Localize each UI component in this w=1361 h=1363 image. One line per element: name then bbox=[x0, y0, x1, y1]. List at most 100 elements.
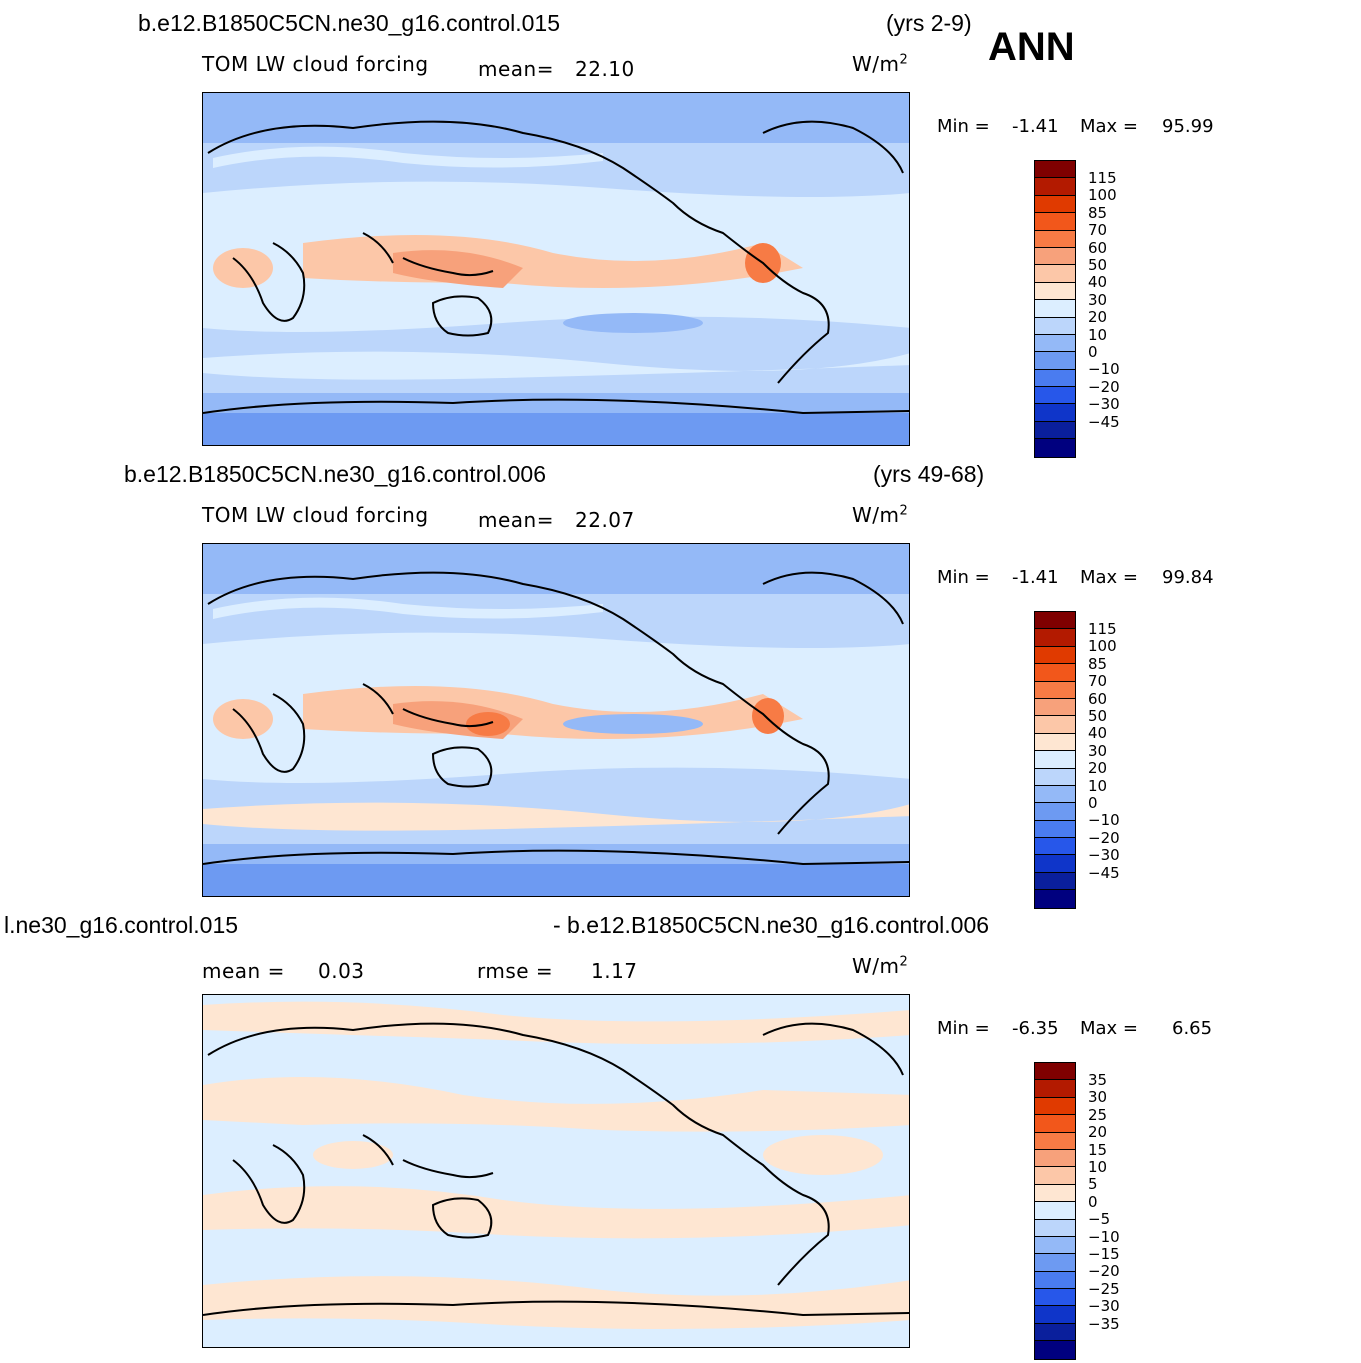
panel2-max-label: Max = bbox=[1080, 567, 1139, 588]
panel3-colorbar-swatch bbox=[1035, 1115, 1075, 1133]
panel3-colorbar-tick-label: −5 bbox=[1088, 1210, 1111, 1229]
panel3-colorbar-swatch bbox=[1035, 1097, 1075, 1116]
panel2-colorbar-tick-label: 50 bbox=[1088, 707, 1108, 726]
panel3-min-value: -6.35 bbox=[1012, 1018, 1059, 1039]
panel2-colorbar-swatch bbox=[1035, 664, 1075, 682]
panel1-colorbar-swatch bbox=[1035, 404, 1075, 422]
panel3-min-label: Min = bbox=[937, 1018, 990, 1039]
panel1-colorbar-swatch bbox=[1035, 195, 1075, 214]
panel2-colorbar-tick-label: 115 bbox=[1088, 620, 1117, 638]
panel1-colorbar-swatch bbox=[1035, 282, 1075, 301]
panel2-colorbar-tick-label: 85 bbox=[1088, 654, 1108, 673]
panel1-years: (yrs 2-9) bbox=[886, 10, 972, 36]
panel3-rmse-value: 1.17 bbox=[591, 959, 638, 983]
panel3-colorbar-swatch bbox=[1035, 1080, 1075, 1098]
panel1-colorbar-tick-label: −30 bbox=[1088, 395, 1120, 414]
panel2-mean-label: mean= bbox=[478, 508, 554, 532]
panel2-colorbar bbox=[1034, 611, 1076, 909]
panel2-min-value: -1.41 bbox=[1012, 567, 1059, 588]
panel2-colorbar-swatch bbox=[1035, 646, 1075, 665]
panel2-colorbar-tick-label: 20 bbox=[1088, 759, 1108, 778]
panel1-colorbar-tick-label: 100 bbox=[1088, 186, 1117, 205]
panel3-max-value: 6.65 bbox=[1172, 1018, 1213, 1039]
panel3-colorbar-tick-label: 10 bbox=[1088, 1158, 1108, 1177]
panel2-colorbar-swatch bbox=[1035, 768, 1075, 786]
panel2-colorbar-tick-label: −20 bbox=[1088, 828, 1120, 847]
panel1-colorbar-tick-label: 60 bbox=[1088, 238, 1108, 257]
panel2-colorbar-swatch bbox=[1035, 820, 1075, 839]
panel1-colorbar-swatch bbox=[1035, 352, 1075, 370]
season-label: ANN bbox=[988, 25, 1075, 69]
panel2-years: (yrs 49-68) bbox=[873, 461, 985, 487]
panel1-colorbar-tick-label: 30 bbox=[1088, 290, 1108, 309]
panel1-colorbar-swatch bbox=[1035, 213, 1075, 231]
panel3-colorbar-tick-label: 35 bbox=[1088, 1071, 1108, 1089]
panel2-colorbar-tick-label: 0 bbox=[1088, 794, 1098, 813]
panel3-colorbar-swatch bbox=[1035, 1149, 1075, 1168]
panel1-max-value: 95.99 bbox=[1162, 116, 1214, 137]
panel2-mean-value: 22.07 bbox=[575, 508, 635, 532]
panel3-colorbar-tick-label: 5 bbox=[1088, 1175, 1098, 1194]
panel3-colorbar-tick-label: 30 bbox=[1088, 1088, 1108, 1107]
panel3-colorbar-swatch bbox=[1035, 1219, 1075, 1237]
panel3-colorbar-swatch bbox=[1035, 1167, 1075, 1185]
panel3-colorbar-swatch bbox=[1035, 1306, 1075, 1324]
panel2-colorbar-tick-label: 100 bbox=[1088, 637, 1117, 656]
panel1-case-title: b.e12.B1850C5CN.ne30_g16.control.015 bbox=[138, 10, 560, 36]
panel1-mean-label: mean= bbox=[478, 57, 554, 81]
panel1-colorbar-tick-label: −45 bbox=[1088, 412, 1120, 431]
panel2-units: W/m2 bbox=[852, 503, 909, 527]
panel2-variable: TOM LW cloud forcing bbox=[202, 503, 429, 527]
panel1-colorbar-swatch bbox=[1035, 161, 1075, 179]
panel3-colorbar-tick-label: 20 bbox=[1088, 1123, 1108, 1142]
panel1-colorbar-tick-label: −10 bbox=[1088, 360, 1120, 379]
panel1-max-label: Max = bbox=[1080, 116, 1139, 137]
panel3-colorbar-tick-label: −15 bbox=[1088, 1245, 1120, 1264]
panel1-colorbar bbox=[1034, 160, 1076, 458]
panel1-colorbar-tick-label: 40 bbox=[1088, 273, 1108, 292]
panel2-colorbar-tick-label: 40 bbox=[1088, 724, 1108, 743]
panel2-colorbar-swatch bbox=[1035, 872, 1075, 891]
panel2-colorbar-swatch bbox=[1035, 803, 1075, 821]
panel2-colorbar-swatch bbox=[1035, 698, 1075, 717]
panel2-colorbar-swatch bbox=[1035, 716, 1075, 734]
panel2-colorbar-swatch bbox=[1035, 751, 1075, 769]
panel3-colorbar-swatch bbox=[1035, 1202, 1075, 1220]
panel1-colorbar-swatch bbox=[1035, 230, 1075, 248]
panel2-colorbar-tick-label: −45 bbox=[1088, 863, 1120, 882]
panel2-min-label: Min = bbox=[937, 567, 990, 588]
panel3-colorbar-tick-label: 15 bbox=[1088, 1140, 1108, 1159]
panel1-colorbar-swatch bbox=[1035, 334, 1075, 353]
panel1-mean-value: 22.10 bbox=[575, 57, 635, 81]
panel3-colorbar-swatch bbox=[1035, 1132, 1075, 1150]
panel1-colorbar-swatch bbox=[1035, 247, 1075, 266]
panel1-colorbar-tick-label: 70 bbox=[1088, 221, 1108, 240]
panel2-colorbar-tick-label: 10 bbox=[1088, 776, 1108, 795]
panel3-colorbar-tick-label: 25 bbox=[1088, 1105, 1108, 1124]
panel3-mean-value: 0.03 bbox=[318, 959, 365, 983]
panel3-map bbox=[202, 994, 910, 1348]
panel1-min-label: Min = bbox=[937, 116, 990, 137]
panel3-colorbar-tick-label: −10 bbox=[1088, 1227, 1120, 1246]
panel3-mean-label: mean = bbox=[202, 959, 285, 983]
panel1-map bbox=[202, 92, 910, 446]
panel3-case-right: - b.e12.B1850C5CN.ne30_g16.control.006 bbox=[553, 912, 990, 938]
panel2-max-value: 99.84 bbox=[1162, 567, 1214, 588]
panel1-colorbar-swatch bbox=[1035, 300, 1075, 318]
panel3-units: W/m2 bbox=[852, 954, 909, 978]
panel1-variable: TOM LW cloud forcing bbox=[202, 52, 429, 76]
panel1-colorbar-tick-label: 85 bbox=[1088, 203, 1108, 222]
panel1-min-value: -1.41 bbox=[1012, 116, 1059, 137]
panel3-rmse-label: rmse = bbox=[477, 959, 554, 983]
panel2-colorbar-swatch bbox=[1035, 890, 1075, 908]
panel3-colorbar-swatch bbox=[1035, 1341, 1075, 1359]
panel3-colorbar-swatch bbox=[1035, 1184, 1075, 1203]
panel1-colorbar-tick-label: 20 bbox=[1088, 308, 1108, 327]
panel1-colorbar-tick-label: 115 bbox=[1088, 169, 1117, 187]
panel1-colorbar-swatch bbox=[1035, 421, 1075, 440]
panel1-colorbar-swatch bbox=[1035, 369, 1075, 388]
panel2-map bbox=[202, 543, 910, 897]
panel3-colorbar-tick-label: −20 bbox=[1088, 1262, 1120, 1281]
panel1-colorbar-tick-label: −20 bbox=[1088, 377, 1120, 396]
panel1-colorbar-labels: 115 100 85 70 60 50 40 30 20 10 0 −10 −20 −30 −45 bbox=[1088, 169, 1120, 431]
